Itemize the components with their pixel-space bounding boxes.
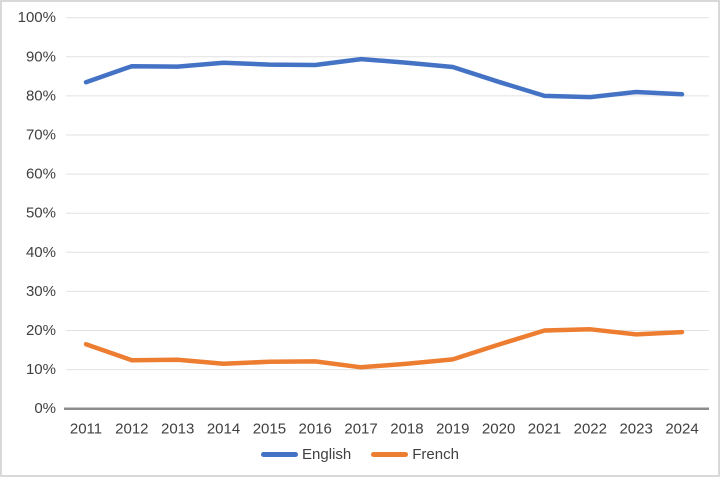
y-tick-label: 70% [26,127,56,144]
y-tick-label: 40% [26,244,56,261]
english-line-swatch [261,452,299,457]
french-line-swatch [371,452,409,457]
chart-legend: English French [0,447,720,462]
x-tick-label: 2020 [482,421,515,438]
y-tick-label: 0% [34,400,56,417]
x-axis-labels: 2011 2012 2013 2014 2015 2016 2017 2018 2019 2020… [70,421,699,438]
x-tick-label: 2017 [344,421,377,438]
x-tick-label: 2024 [665,421,698,438]
legend-item-english: English [261,447,351,462]
x-tick-label: 2023 [619,421,652,438]
x-tick-label: 2019 [436,421,469,438]
y-tick-label: 80% [26,87,56,104]
y-tick-label: 20% [26,322,56,339]
x-tick-label: 2015 [253,421,286,438]
y-tick-label: 30% [26,283,56,300]
x-tick-label: 2014 [207,421,240,438]
legend-item-french: French [371,447,459,462]
x-tick-label: 2022 [574,421,607,438]
x-tick-label: 2016 [299,421,332,438]
series-line-french [83,327,685,370]
y-tick-label: 10% [26,361,56,378]
series-lines [83,56,685,370]
legend-label-english: English [302,446,352,463]
y-axis-labels: 0% 10% 20% 30% 40% 50% 60% 70% 80% 90% 100% [18,9,56,417]
x-tick-label: 2012 [115,421,148,438]
y-tick-label: 60% [26,166,56,183]
x-tick-label: 2013 [161,421,194,438]
y-tick-label: 50% [26,205,56,222]
legend-label-french: French [412,446,459,463]
gridlines [66,17,709,371]
x-tick-label: 2018 [390,421,423,438]
x-tick-label: 2021 [528,421,561,438]
x-tick-label: 2011 [70,421,102,438]
y-tick-label: 100% [18,9,56,26]
y-tick-label: 90% [26,48,56,65]
series-line-english [83,56,685,100]
